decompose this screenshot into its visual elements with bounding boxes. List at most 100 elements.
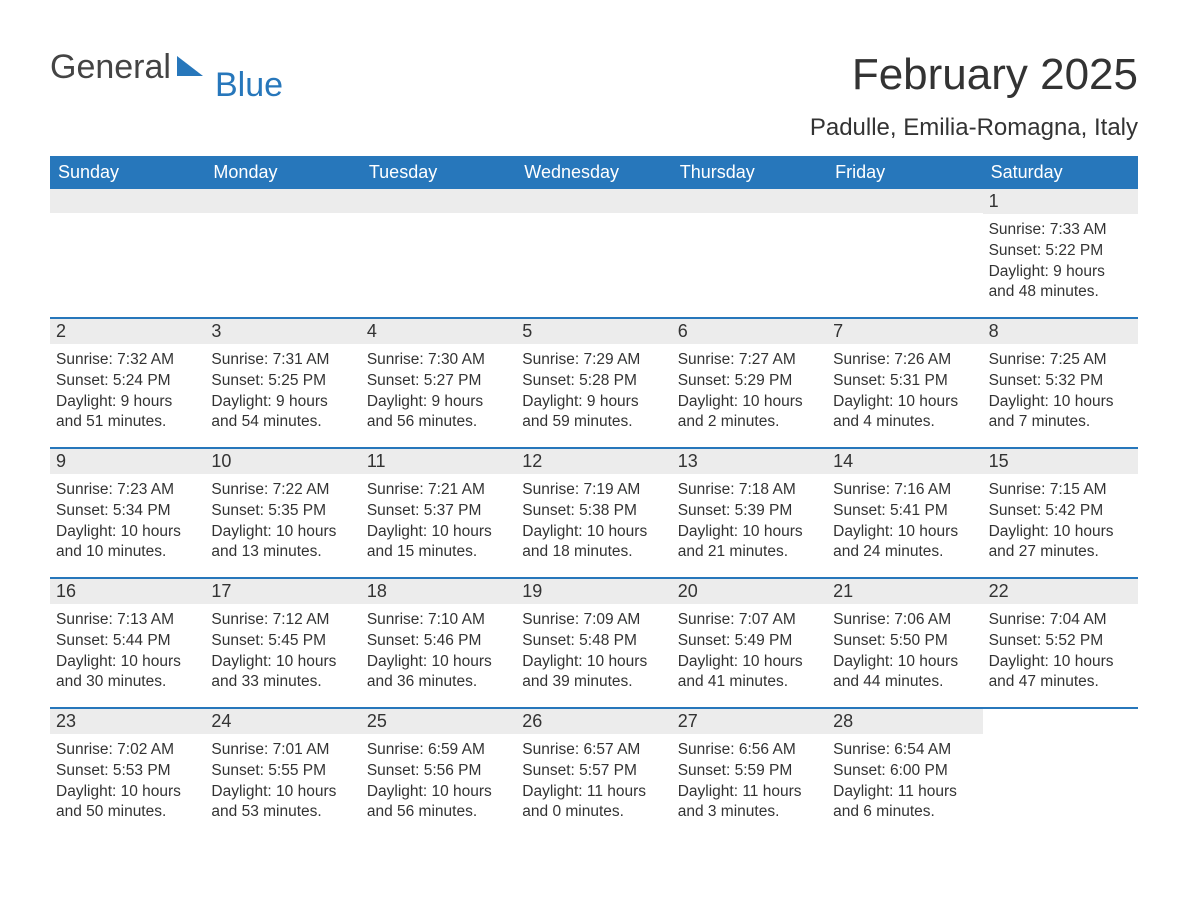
sunset-line: Sunset: 5:55 PM (211, 761, 354, 781)
day-number: 12 (516, 449, 671, 474)
day-cell: 16Sunrise: 7:13 AMSunset: 5:44 PMDayligh… (50, 579, 205, 707)
sunset-line: Sunset: 5:32 PM (989, 371, 1132, 391)
week-row: 23Sunrise: 7:02 AMSunset: 5:53 PMDayligh… (50, 707, 1138, 837)
empty-day-cell (50, 189, 205, 317)
day-number: 9 (50, 449, 205, 474)
day-details: Sunrise: 7:27 AMSunset: 5:29 PMDaylight:… (672, 344, 827, 437)
sunset-line: Sunset: 5:41 PM (833, 501, 976, 521)
weekday-header: Thursday (672, 156, 827, 189)
daylight-line-1: Daylight: 9 hours (56, 392, 199, 412)
day-number: 19 (516, 579, 671, 604)
day-number: 8 (983, 319, 1138, 344)
day-cell: 14Sunrise: 7:16 AMSunset: 5:41 PMDayligh… (827, 449, 982, 577)
daylight-line-2: and 51 minutes. (56, 412, 199, 432)
daylight-line-2: and 4 minutes. (833, 412, 976, 432)
empty-daynum-bar (827, 189, 982, 213)
empty-day-cell (516, 189, 671, 317)
sunrise-line: Sunrise: 7:19 AM (522, 480, 665, 500)
day-cell: 7Sunrise: 7:26 AMSunset: 5:31 PMDaylight… (827, 319, 982, 447)
daylight-line-1: Daylight: 10 hours (522, 522, 665, 542)
daylight-line-1: Daylight: 10 hours (367, 782, 510, 802)
daylight-line-2: and 6 minutes. (833, 802, 976, 822)
sunrise-line: Sunrise: 7:26 AM (833, 350, 976, 370)
sunrise-line: Sunrise: 7:16 AM (833, 480, 976, 500)
sunrise-line: Sunrise: 7:33 AM (989, 220, 1132, 240)
day-cell: 28Sunrise: 6:54 AMSunset: 6:00 PMDayligh… (827, 709, 982, 837)
sunset-line: Sunset: 5:42 PM (989, 501, 1132, 521)
empty-daynum-bar (50, 189, 205, 213)
weekday-header: Monday (205, 156, 360, 189)
day-cell: 22Sunrise: 7:04 AMSunset: 5:52 PMDayligh… (983, 579, 1138, 707)
day-cell: 3Sunrise: 7:31 AMSunset: 5:25 PMDaylight… (205, 319, 360, 447)
daylight-line-1: Daylight: 10 hours (367, 522, 510, 542)
sunset-line: Sunset: 5:24 PM (56, 371, 199, 391)
week-row: 9Sunrise: 7:23 AMSunset: 5:34 PMDaylight… (50, 447, 1138, 577)
empty-day-cell (205, 189, 360, 317)
sunset-line: Sunset: 5:22 PM (989, 241, 1132, 261)
daylight-line-1: Daylight: 9 hours (367, 392, 510, 412)
day-details: Sunrise: 7:31 AMSunset: 5:25 PMDaylight:… (205, 344, 360, 437)
daylight-line-1: Daylight: 11 hours (522, 782, 665, 802)
day-number: 10 (205, 449, 360, 474)
day-details: Sunrise: 6:56 AMSunset: 5:59 PMDaylight:… (672, 734, 827, 827)
daylight-line-2: and 24 minutes. (833, 542, 976, 562)
day-details: Sunrise: 6:57 AMSunset: 5:57 PMDaylight:… (516, 734, 671, 827)
day-number: 17 (205, 579, 360, 604)
weekday-header: Tuesday (361, 156, 516, 189)
weekday-header: Sunday (50, 156, 205, 189)
day-cell: 19Sunrise: 7:09 AMSunset: 5:48 PMDayligh… (516, 579, 671, 707)
daylight-line-2: and 39 minutes. (522, 672, 665, 692)
sunrise-line: Sunrise: 6:59 AM (367, 740, 510, 760)
sunrise-line: Sunrise: 7:07 AM (678, 610, 821, 630)
daylight-line-2: and 13 minutes. (211, 542, 354, 562)
sunset-line: Sunset: 5:28 PM (522, 371, 665, 391)
weekday-header: Friday (827, 156, 982, 189)
daylight-line-1: Daylight: 10 hours (833, 522, 976, 542)
day-details: Sunrise: 7:23 AMSunset: 5:34 PMDaylight:… (50, 474, 205, 567)
sunrise-line: Sunrise: 7:15 AM (989, 480, 1132, 500)
day-details: Sunrise: 7:21 AMSunset: 5:37 PMDaylight:… (361, 474, 516, 567)
day-details: Sunrise: 7:33 AMSunset: 5:22 PMDaylight:… (983, 214, 1138, 307)
daylight-line-1: Daylight: 10 hours (211, 522, 354, 542)
day-number: 24 (205, 709, 360, 734)
day-cell: 18Sunrise: 7:10 AMSunset: 5:46 PMDayligh… (361, 579, 516, 707)
daylight-line-2: and 44 minutes. (833, 672, 976, 692)
sunset-line: Sunset: 5:56 PM (367, 761, 510, 781)
day-cell: 6Sunrise: 7:27 AMSunset: 5:29 PMDaylight… (672, 319, 827, 447)
empty-daynum-bar (672, 189, 827, 213)
day-details: Sunrise: 7:16 AMSunset: 5:41 PMDaylight:… (827, 474, 982, 567)
daylight-line-1: Daylight: 9 hours (989, 262, 1132, 282)
daylight-line-1: Daylight: 10 hours (989, 392, 1132, 412)
sunrise-line: Sunrise: 7:18 AM (678, 480, 821, 500)
day-cell: 10Sunrise: 7:22 AMSunset: 5:35 PMDayligh… (205, 449, 360, 577)
empty-day-cell (983, 709, 1138, 837)
sunrise-line: Sunrise: 7:21 AM (367, 480, 510, 500)
day-number: 1 (983, 189, 1138, 214)
weekday-header: Wednesday (516, 156, 671, 189)
sunrise-line: Sunrise: 6:54 AM (833, 740, 976, 760)
day-cell: 21Sunrise: 7:06 AMSunset: 5:50 PMDayligh… (827, 579, 982, 707)
daylight-line-1: Daylight: 10 hours (678, 522, 821, 542)
sunrise-line: Sunrise: 7:09 AM (522, 610, 665, 630)
sunset-line: Sunset: 5:57 PM (522, 761, 665, 781)
sunset-line: Sunset: 5:50 PM (833, 631, 976, 651)
day-details: Sunrise: 7:12 AMSunset: 5:45 PMDaylight:… (205, 604, 360, 697)
day-number: 20 (672, 579, 827, 604)
sunset-line: Sunset: 5:46 PM (367, 631, 510, 651)
daylight-line-2: and 21 minutes. (678, 542, 821, 562)
day-details: Sunrise: 7:09 AMSunset: 5:48 PMDaylight:… (516, 604, 671, 697)
sunrise-line: Sunrise: 7:27 AM (678, 350, 821, 370)
daylight-line-1: Daylight: 10 hours (211, 652, 354, 672)
daylight-line-1: Daylight: 10 hours (522, 652, 665, 672)
sunset-line: Sunset: 5:38 PM (522, 501, 665, 521)
sunrise-line: Sunrise: 7:04 AM (989, 610, 1132, 630)
calendar: Sunday Monday Tuesday Wednesday Thursday… (50, 156, 1138, 837)
sunset-line: Sunset: 5:45 PM (211, 631, 354, 651)
day-number: 3 (205, 319, 360, 344)
sunrise-line: Sunrise: 7:10 AM (367, 610, 510, 630)
daylight-line-1: Daylight: 10 hours (56, 652, 199, 672)
day-number: 2 (50, 319, 205, 344)
daylight-line-2: and 53 minutes. (211, 802, 354, 822)
sunset-line: Sunset: 5:44 PM (56, 631, 199, 651)
empty-daynum-bar (361, 189, 516, 213)
